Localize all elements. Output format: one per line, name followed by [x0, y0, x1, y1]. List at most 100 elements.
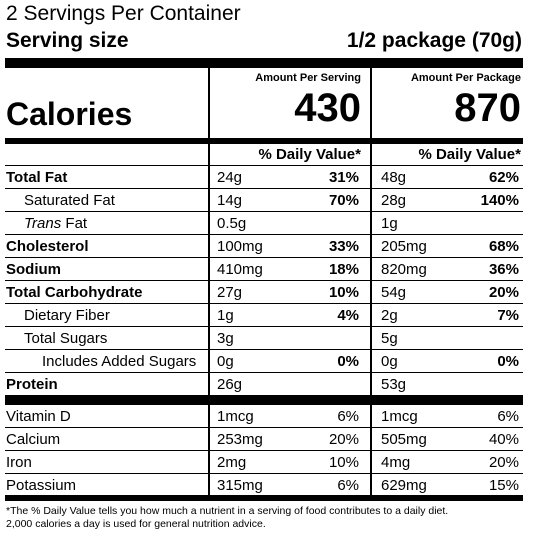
- vitamin-row: Iron 2mg 10% 4mg 20%: [0, 451, 533, 474]
- column-divider-serving: [208, 68, 210, 495]
- serving-amount: 26g: [217, 376, 243, 393]
- row-divider: [5, 326, 523, 327]
- package-dv: 20%: [488, 454, 519, 471]
- package-dv: 15%: [488, 477, 519, 494]
- nutrient-row: Trans Fat 0.5g 1g: [0, 212, 533, 235]
- nutrient-name: Saturated Fat: [24, 192, 115, 209]
- nutrient-name: Vitamin D: [6, 408, 71, 425]
- nutrient-name-rest: Fat: [61, 215, 88, 232]
- package-amount: 4mg: [381, 454, 411, 471]
- package-dv: 62%: [488, 169, 519, 186]
- dv-header-divider: [5, 165, 523, 166]
- package-dv: 0%: [497, 353, 519, 370]
- package-dv: 140%: [480, 192, 519, 209]
- nutrient-row: Saturated Fat 14g 70% 28g 140%: [0, 189, 533, 212]
- nutrient-row: Total Sugars 3g 5g: [0, 327, 533, 350]
- serving-dv: 18%: [328, 261, 359, 278]
- serving-amount: 27g: [217, 284, 243, 301]
- thick-divider-vitamins: [5, 395, 523, 405]
- package-dv: 20%: [488, 284, 519, 301]
- row-divider: [5, 188, 523, 189]
- calories-divider: [5, 138, 523, 144]
- nutrient-name: Calcium: [6, 431, 61, 448]
- package-dv: 40%: [488, 431, 519, 448]
- serving-amount: 410mg: [217, 261, 263, 278]
- row-divider: [5, 211, 523, 212]
- serving-dv: 6%: [337, 408, 359, 425]
- package-amount: 5g: [381, 330, 398, 347]
- nutrient-row: Sodium 410mg 18% 820mg 36%: [0, 258, 533, 281]
- package-amount: 820mg: [381, 261, 427, 278]
- package-dv: 68%: [488, 238, 519, 255]
- nutrient-name: Protein: [6, 376, 58, 393]
- calories-per-package: 870: [454, 86, 521, 130]
- package-amount: 505mg: [381, 431, 427, 448]
- serving-dv: 0%: [337, 353, 359, 370]
- nutrient-name: Iron: [6, 454, 32, 471]
- package-dv: 6%: [497, 408, 519, 425]
- serving-amount: 1mcg: [217, 408, 254, 425]
- serving-amount: 3g: [217, 330, 234, 347]
- serving-amount: 253mg: [217, 431, 263, 448]
- dv-header-serving: % Daily Value*: [258, 146, 361, 163]
- nutrient-row: Total Carbohydrate 27g 10% 54g 20%: [0, 281, 533, 304]
- calories-label: Calories: [6, 96, 133, 132]
- nutrient-name: Includes Added Sugars: [42, 353, 197, 370]
- nutrient-name: Total Fat: [6, 169, 68, 186]
- row-divider: [5, 303, 523, 304]
- package-amount: 54g: [381, 284, 407, 301]
- nutrient-name-italic: Trans: [24, 215, 62, 232]
- nutrient-row: Includes Added Sugars 0g 0% 0g 0%: [0, 350, 533, 373]
- package-amount: 205mg: [381, 238, 427, 255]
- nutrient-name: Potassium: [6, 477, 77, 494]
- nutrient-name: Sodium: [6, 261, 61, 278]
- package-amount: 28g: [381, 192, 407, 209]
- package-amount: 48g: [381, 169, 407, 186]
- nutrient-row: Dietary Fiber 1g 4% 2g 7%: [0, 304, 533, 327]
- package-amount: 1mcg: [381, 408, 418, 425]
- package-amount: 0g: [381, 353, 398, 370]
- row-divider: [5, 450, 523, 451]
- footnote-line-2: 2,000 calories a day is used for general…: [6, 518, 266, 530]
- thick-divider-top: [5, 58, 523, 68]
- nutrient-name: Total Sugars: [24, 330, 108, 347]
- serving-amount: 100mg: [217, 238, 263, 255]
- serving-dv: 4%: [337, 307, 359, 324]
- serving-size-value: 1/2 package (70g): [346, 29, 522, 52]
- serving-amount: 0g: [217, 353, 234, 370]
- package-amount: 2g: [381, 307, 398, 324]
- serving-dv: 70%: [328, 192, 359, 209]
- nutrient-name: Cholesterol: [6, 238, 89, 255]
- package-amount: 53g: [381, 376, 407, 393]
- footnote: *The % Daily Value tells you how much a …: [6, 505, 526, 531]
- row-divider: [5, 349, 523, 350]
- serving-amount: 14g: [217, 192, 243, 209]
- package-dv: 7%: [497, 307, 519, 324]
- nutrient-name: Trans Fat: [24, 215, 87, 232]
- servings-per-container: 2 Servings Per Container: [6, 2, 241, 25]
- serving-size-label: Serving size: [6, 29, 129, 52]
- row-divider: [5, 234, 523, 235]
- row-divider: [5, 473, 523, 474]
- serving-amount: 0.5g: [217, 215, 247, 232]
- row-divider: [5, 280, 523, 281]
- nutrient-name: Dietary Fiber: [24, 307, 110, 324]
- vitamin-row: Potassium 315mg 6% 629mg 15%: [0, 474, 533, 497]
- column-divider-package: [370, 68, 372, 495]
- serving-amount: 24g: [217, 169, 243, 186]
- dv-header-package: % Daily Value*: [418, 146, 521, 163]
- vitamin-row: Vitamin D 1mcg 6% 1mcg 6%: [0, 405, 533, 428]
- serving-dv: 33%: [328, 238, 359, 255]
- package-amount: 1g: [381, 215, 398, 232]
- per-serving-header: Amount Per Serving: [255, 72, 361, 84]
- nutrient-row: Total Fat 24g 31% 48g 62%: [0, 166, 533, 189]
- nutrient-name: Total Carbohydrate: [6, 284, 143, 301]
- package-dv: 36%: [488, 261, 519, 278]
- row-divider: [5, 427, 523, 428]
- per-package-header: Amount Per Package: [410, 72, 521, 84]
- row-divider: [5, 257, 523, 258]
- serving-dv: 31%: [328, 169, 359, 186]
- nutrient-row: Cholesterol 100mg 33% 205mg 68%: [0, 235, 533, 258]
- serving-dv: 6%: [337, 477, 359, 494]
- vitamin-row: Calcium 253mg 20% 505mg 40%: [0, 428, 533, 451]
